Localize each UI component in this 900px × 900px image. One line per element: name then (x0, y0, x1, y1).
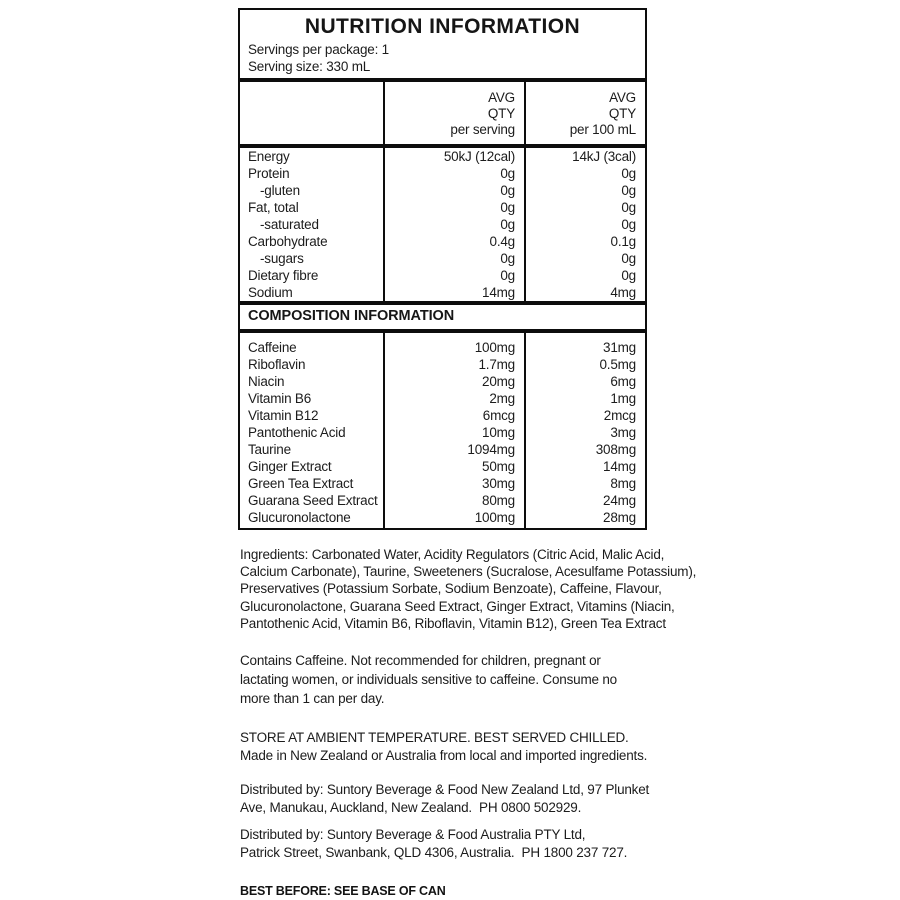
nutrient-per-100ml-column: 14kJ (3cal) 0g 0g 0g 0g 0.1g 0g 0g 4mg (526, 148, 645, 301)
row-value-per-100ml: 6mg (610, 374, 636, 389)
row-value-per-serving: 0g (500, 217, 515, 232)
row-label: Pantothenic Acid (248, 425, 346, 440)
row-label: Guarana Seed Extract (248, 493, 378, 508)
row-label: Ginger Extract (248, 459, 332, 474)
row-value-per-serving: 0g (500, 183, 515, 198)
row-value-per-serving: 50mg (482, 459, 515, 474)
column-header-row: AVG QTY per serving AVG QTY per 100 mL (238, 80, 647, 146)
row-value-per-100ml: 1mg (610, 391, 636, 406)
row-value-per-100ml: 31mg (603, 340, 636, 355)
row-value-per-100ml: 0g (621, 217, 636, 232)
composition-header-title: COMPOSITION INFORMATION (248, 308, 455, 324)
row-value-per-serving: 0g (500, 268, 515, 283)
row-value-per-100ml: 14kJ (3cal) (572, 149, 636, 164)
row-label: Vitamin B6 (248, 391, 312, 406)
row-value-per-100ml: 3mg (610, 425, 636, 440)
row-value-per-100ml: 0.1g (610, 234, 637, 249)
distributor-au-text: Distributed by: Suntory Beverage & Food … (240, 827, 628, 860)
row-value-per-100ml: 24mg (603, 493, 636, 508)
row-label: Energy (248, 149, 290, 164)
row-value-per-serving: 1.7mg (478, 357, 515, 372)
row-value-per-100ml: 0g (621, 268, 636, 283)
row-label: Sodium (248, 285, 293, 300)
row-value-per-serving: 80mg (482, 493, 515, 508)
row-value-per-100ml: 308mg (595, 442, 636, 457)
composition-rows: Caffeine Riboflavin Niacin Vitamin B6 Vi… (238, 331, 647, 530)
row-label: Riboflavin (248, 357, 306, 372)
row-value-per-100ml: 0g (621, 166, 636, 181)
col-header-blank (240, 82, 385, 144)
row-value-per-serving: 0g (500, 166, 515, 181)
row-value-per-100ml: 28mg (603, 510, 636, 525)
row-value-per-serving: 0g (500, 200, 515, 215)
row-value-per-serving: 100mg (474, 510, 515, 525)
row-value-per-100ml: 0g (621, 251, 636, 266)
row-label: -gluten (260, 183, 300, 198)
panel-header: NUTRITION INFORMATION Servings per packa… (238, 8, 647, 80)
row-label: Carbohydrate (248, 234, 328, 249)
row-label: -saturated (260, 217, 319, 232)
row-label: -sugars (260, 251, 304, 266)
ingredients-text: Ingredients: Carbonated Water, Acidity R… (240, 547, 697, 631)
row-label: Fat, total (248, 200, 299, 215)
storage-instructions-text: STORE AT AMBIENT TEMPERATURE. BEST SERVE… (240, 730, 648, 763)
composition-per-100ml-column: 31mg 0.5mg 6mg 1mg 2mcg 3mg 308mg 14mg 8… (526, 333, 645, 528)
col-header-per-serving: AVG QTY per serving (385, 82, 526, 144)
nutrient-labels-column: Energy Protein -gluten Fat, total -satur… (240, 148, 385, 301)
row-value-per-serving: 1094mg (467, 442, 515, 457)
row-value-per-100ml: 0.5mg (599, 357, 636, 372)
row-value-per-serving: 0g (500, 251, 515, 266)
row-value-per-serving: 14mg (482, 285, 515, 300)
distributor-nz-text: Distributed by: Suntory Beverage & Food … (240, 782, 650, 815)
row-label: Green Tea Extract (248, 476, 354, 491)
row-value-per-100ml: 8mg (610, 476, 636, 491)
row-label: Protein (248, 166, 290, 181)
row-value-per-100ml: 2mcg (603, 408, 636, 423)
row-value-per-serving: 6mcg (482, 408, 515, 423)
row-label: Dietary fibre (248, 268, 319, 283)
nutrition-panel: NUTRITION INFORMATION Servings per packa… (238, 8, 647, 530)
composition-header-band: COMPOSITION INFORMATION (238, 303, 647, 331)
row-value-per-100ml: 0g (621, 200, 636, 215)
nutrition-rows: Energy Protein -gluten Fat, total -satur… (238, 146, 647, 303)
row-value-per-100ml: 14mg (603, 459, 636, 474)
servings-per-package: Servings per package: 1 (248, 42, 389, 57)
row-value-per-serving: 0.4g (489, 234, 516, 249)
caffeine-warning-text: Contains Caffeine. Not recommended for c… (240, 653, 617, 706)
row-value-per-serving: 10mg (482, 425, 515, 440)
row-value-per-100ml: 4mg (610, 285, 636, 300)
row-value-per-serving: 100mg (474, 340, 515, 355)
row-value-per-100ml: 0g (621, 183, 636, 198)
nutrient-per-serving-column: 50kJ (12cal) 0g 0g 0g 0g 0.4g 0g 0g 14mg (385, 148, 526, 301)
row-label: Vitamin B12 (248, 408, 319, 423)
row-label: Caffeine (248, 340, 297, 355)
row-label: Niacin (248, 374, 285, 389)
row-value-per-serving: 20mg (482, 374, 515, 389)
col-header-per-100ml: AVG QTY per 100 mL (569, 90, 636, 137)
row-label: Taurine (248, 442, 291, 457)
composition-per-serving-column: 100mg 1.7mg 20mg 2mg 6mcg 10mg 1094mg 50… (385, 333, 526, 528)
composition-labels-column: Caffeine Riboflavin Niacin Vitamin B6 Vi… (240, 333, 385, 528)
serving-size: Serving size: 330 mL (248, 59, 371, 74)
row-value-per-serving: 2mg (489, 391, 515, 406)
row-value-per-serving: 30mg (482, 476, 515, 491)
row-label: Glucuronolactone (248, 510, 351, 525)
row-value-per-serving: 50kJ (12cal) (443, 149, 515, 164)
panel-title: NUTRITION INFORMATION (304, 15, 581, 38)
best-before-text: BEST BEFORE: SEE BASE OF CAN (240, 884, 446, 898)
